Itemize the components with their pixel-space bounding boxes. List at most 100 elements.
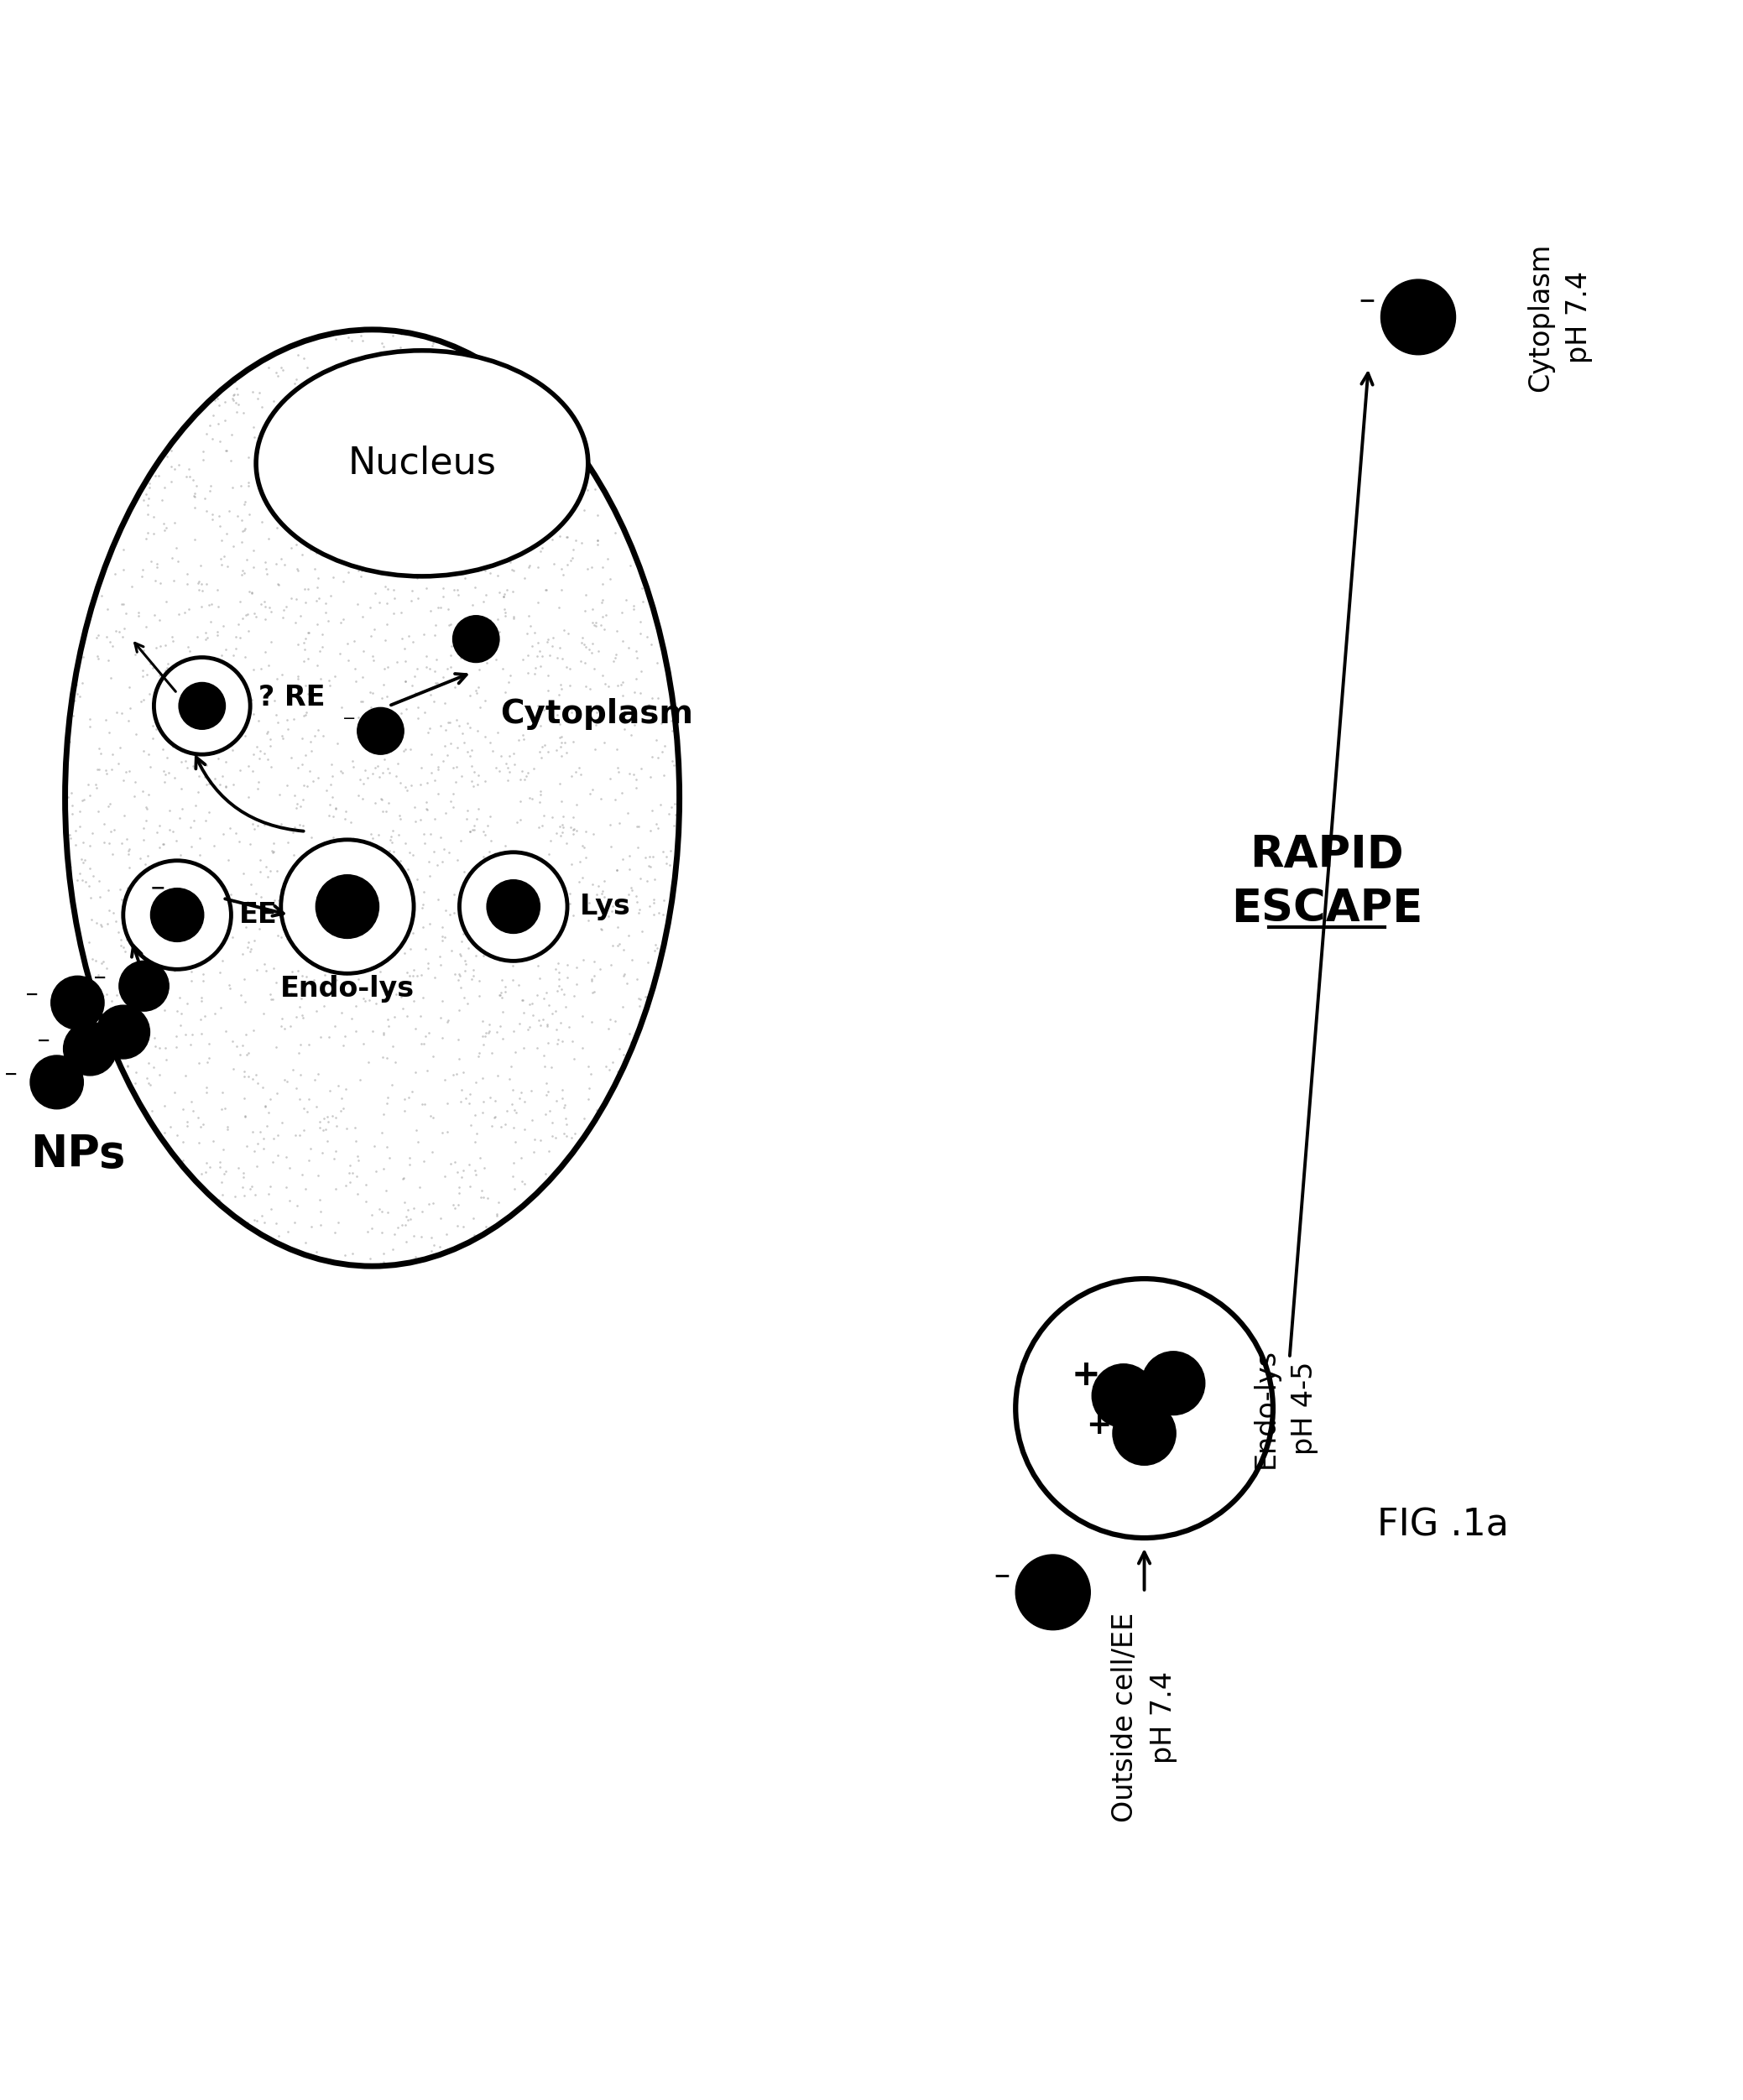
Point (397, 1203, 425, 1237)
Point (544, 1023, 572, 1056)
Point (396, 1082, 424, 1115)
Point (52, 762, 80, 796)
Point (122, 956, 150, 989)
Point (213, 1111, 241, 1144)
Point (333, 958, 361, 991)
Point (326, 951, 354, 985)
Point (380, 939, 408, 972)
Point (535, 838, 563, 871)
Point (356, 1046, 383, 1079)
Point (364, 531, 392, 565)
Point (516, 548, 544, 582)
Point (469, 1086, 497, 1119)
Point (516, 987, 544, 1021)
Point (256, 722, 284, 756)
Point (465, 460, 493, 494)
Point (471, 819, 498, 853)
Point (141, 563, 169, 596)
Point (444, 731, 472, 764)
Point (289, 1002, 317, 1035)
Point (500, 737, 528, 771)
Point (277, 493, 305, 527)
Point (390, 1161, 418, 1195)
Point (636, 850, 664, 884)
Point (370, 653, 397, 687)
Point (397, 584, 425, 617)
Point (171, 848, 199, 882)
Point (200, 382, 228, 416)
Point (75, 926, 103, 960)
Point (589, 659, 617, 693)
Point (129, 682, 157, 716)
Point (310, 958, 338, 991)
Point (572, 670, 600, 704)
Point (251, 468, 279, 502)
Point (136, 466, 164, 500)
Point (333, 468, 361, 502)
Point (382, 342, 410, 376)
Point (608, 775, 636, 808)
Point (326, 754, 354, 788)
Point (605, 928, 633, 962)
Point (626, 892, 654, 926)
Point (185, 1126, 213, 1159)
Point (120, 916, 148, 949)
Point (232, 1130, 260, 1163)
Point (558, 811, 586, 844)
Point (492, 748, 519, 781)
Point (169, 844, 197, 878)
Point (265, 1218, 293, 1252)
Point (256, 855, 284, 888)
Point (338, 743, 366, 777)
Point (321, 859, 349, 892)
Point (314, 1124, 342, 1157)
Point (645, 895, 673, 928)
Point (235, 750, 263, 783)
Point (406, 958, 434, 991)
Point (70, 825, 98, 859)
Point (167, 680, 195, 714)
Point (310, 890, 338, 924)
Text: Endo-lys
pH 4-5: Endo-lys pH 4-5 (1251, 1348, 1318, 1468)
Point (129, 775, 157, 808)
Point (457, 1170, 485, 1203)
Point (303, 993, 331, 1027)
Point (650, 729, 678, 762)
Point (336, 804, 364, 838)
Point (317, 766, 345, 800)
Point (143, 687, 171, 720)
Point (150, 754, 178, 788)
Point (608, 666, 636, 699)
Point (429, 844, 457, 878)
Point (444, 556, 472, 590)
Point (54, 817, 82, 850)
Point (291, 447, 319, 481)
Point (211, 1092, 239, 1126)
Point (239, 737, 267, 771)
Point (282, 1000, 310, 1033)
Point (324, 1069, 352, 1102)
Point (502, 1035, 530, 1069)
Point (141, 1029, 169, 1063)
Point (132, 521, 160, 554)
Point (488, 976, 516, 1010)
Point (268, 353, 296, 386)
Point (523, 638, 551, 672)
Point (443, 842, 471, 876)
Point (553, 1119, 580, 1153)
Point (153, 651, 181, 685)
Point (152, 584, 180, 617)
Point (549, 1073, 577, 1107)
Point (641, 806, 669, 840)
Point (296, 1210, 324, 1243)
Point (176, 634, 204, 668)
Point (173, 556, 200, 590)
Point (431, 687, 458, 720)
Point (387, 981, 415, 1014)
Point (455, 1086, 483, 1119)
Point (220, 1052, 248, 1086)
Point (420, 412, 448, 445)
Point (413, 792, 441, 825)
Point (640, 934, 668, 968)
Point (485, 979, 512, 1012)
